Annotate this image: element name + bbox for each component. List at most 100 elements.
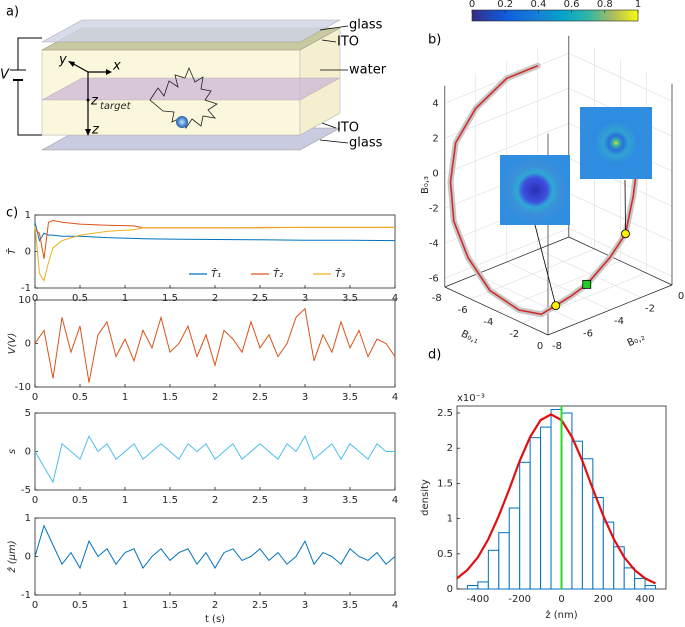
layer-label: ITO xyxy=(337,35,359,50)
histogram-bar xyxy=(571,440,583,590)
y-tick-label: 0 xyxy=(25,447,31,458)
x-tick-label: -8 xyxy=(432,293,442,304)
layer-label: glass xyxy=(349,18,383,33)
x-tick-label: 200 xyxy=(594,594,613,605)
x-tick-label: 4 xyxy=(392,495,398,506)
circuit xyxy=(10,37,42,136)
x-tick-label: 0 xyxy=(32,495,38,506)
histogram-bar xyxy=(540,426,552,590)
x-tick-label: 4 xyxy=(392,293,398,304)
y-tick-label: 1 xyxy=(25,513,31,524)
x-tick-label: 0 xyxy=(558,594,564,605)
inset-image xyxy=(580,107,652,179)
x-tick-label: 1 xyxy=(122,495,128,506)
x-tick-label: 3.5 xyxy=(342,495,358,506)
x-tick-label: -2 xyxy=(509,329,519,340)
y-tick-label: 2 xyxy=(447,443,453,454)
x-tick-label: -4 xyxy=(483,317,493,328)
colorbar-tick-label: 0.4 xyxy=(530,0,546,10)
x-tick-label: 2 xyxy=(212,600,218,611)
y-tick-label: 1.5 xyxy=(437,478,453,489)
line-series xyxy=(34,225,395,282)
y-tick-label: 10 xyxy=(18,295,31,306)
schematic: a) V y x z target z glass ITO water I xyxy=(0,5,387,151)
y-tick-label: -2 xyxy=(645,304,655,315)
axis-box xyxy=(34,517,396,596)
inset-connector xyxy=(624,179,626,234)
x-tick-label: 3 xyxy=(302,495,308,506)
top-glass xyxy=(41,19,341,43)
x-tick-label: 4 xyxy=(392,392,398,403)
x-tick-label: -6 xyxy=(458,305,468,316)
y-tick-label: -4 xyxy=(614,316,624,327)
inset-connector xyxy=(534,224,557,306)
y-tick-label: 0 xyxy=(25,339,31,350)
target-label: z xyxy=(90,94,99,109)
panel-label: c) xyxy=(6,206,18,221)
axis-label: z xyxy=(91,123,100,138)
z-tick-label: -6 xyxy=(429,273,439,284)
y-tick-label: 2.5 xyxy=(437,408,453,419)
layer-label: glass xyxy=(349,136,383,151)
x-tick-label: 0.5 xyxy=(72,495,88,506)
x-tick-label: 1.5 xyxy=(162,392,178,403)
target-dot xyxy=(86,98,90,102)
x-tick-label: 3 xyxy=(302,392,308,403)
histogram-bar xyxy=(508,507,521,590)
x-axis-label: ẑ (nm) xyxy=(545,609,577,621)
fit-curve xyxy=(456,413,656,585)
x-tick-label: 0 xyxy=(537,341,543,352)
histogram-bar xyxy=(644,584,657,590)
x-tick-label: 1.5 xyxy=(162,495,178,506)
y-axis-label: ẑ (μm) xyxy=(6,540,18,573)
histogram-bar xyxy=(498,532,510,590)
histogram-bar xyxy=(466,584,479,590)
colorbar-tick-label: 0.8 xyxy=(597,0,613,10)
x-tick-label: 400 xyxy=(636,594,655,605)
histogram-bar xyxy=(623,567,636,590)
marker xyxy=(582,279,592,289)
x-tick-label: 3 xyxy=(302,293,308,304)
z-tick-label: 0 xyxy=(432,168,438,179)
histogram-bar xyxy=(519,461,531,590)
x-tick-label: 2 xyxy=(212,293,218,304)
axis-label: x xyxy=(112,59,121,74)
colorbar-tick-label: 0.6 xyxy=(564,0,580,10)
axis-edge xyxy=(444,236,569,288)
x-tick-label: 3.5 xyxy=(342,293,358,304)
histogram-bar xyxy=(550,409,562,590)
panel-label: a) xyxy=(6,5,19,20)
leader-lines xyxy=(319,25,349,144)
legend-label: T̂₁ xyxy=(211,267,221,280)
arrow-head xyxy=(85,129,91,136)
z-tick-label: 2 xyxy=(432,133,438,144)
axis-label: y xyxy=(58,53,67,68)
marker xyxy=(551,301,561,311)
x-axis-label: t (s) xyxy=(205,614,225,625)
x-tick-label: 3 xyxy=(302,600,308,611)
histogram-bar xyxy=(477,581,489,590)
marker xyxy=(621,229,630,239)
x-tick-label: 1 xyxy=(122,293,128,304)
y-tick-label: 0 xyxy=(678,291,684,302)
x-tick-label: 2.5 xyxy=(252,495,268,506)
y-tick-label: -1 xyxy=(21,283,31,294)
y-tick-label: -1 xyxy=(21,590,31,601)
z-axis-label: B₀,₃ xyxy=(420,176,431,194)
y-axis-label: s xyxy=(7,449,18,454)
y-exponent: x10⁻³ xyxy=(457,393,485,404)
axis-edge xyxy=(444,286,549,336)
grid-line xyxy=(506,261,611,311)
inset-image xyxy=(500,155,570,225)
target-subscript: target xyxy=(100,101,132,112)
y-tick-label: -8 xyxy=(552,341,562,352)
line-series xyxy=(34,307,396,383)
x-tick-label: 0 xyxy=(32,392,38,403)
x-tick-label: 3.5 xyxy=(342,600,358,611)
x-tick-label: -400 xyxy=(467,594,490,605)
y-tick-label: 1 xyxy=(25,210,31,221)
axis-edge xyxy=(547,284,673,336)
y-axis-label: T̂ xyxy=(5,248,18,255)
x-tick-label: 1 xyxy=(122,600,128,611)
z-tick-label: -2 xyxy=(429,203,439,214)
